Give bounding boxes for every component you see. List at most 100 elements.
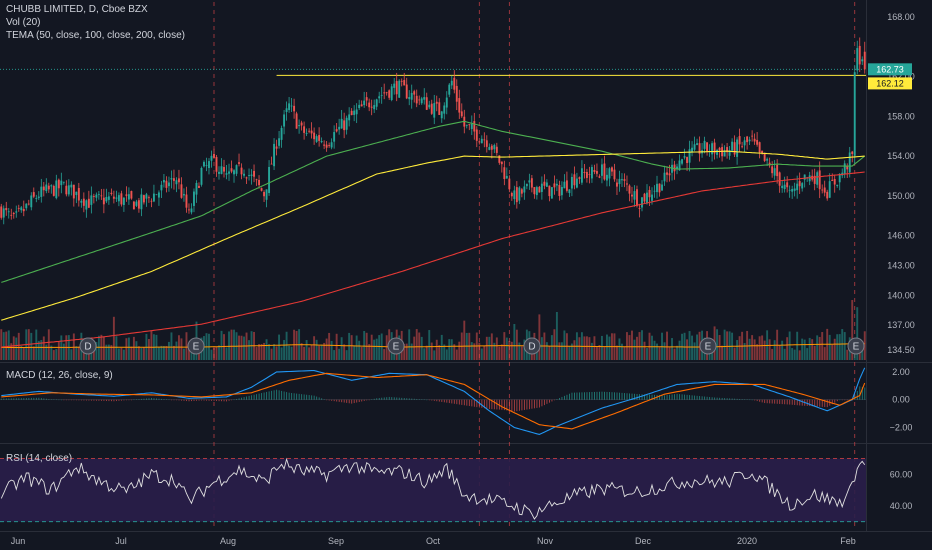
macd-histogram-bar — [746, 399, 748, 400]
macd-histogram-bar — [431, 399, 433, 401]
volume-bar — [570, 343, 573, 360]
symbol-title[interactable]: CHUBB LIMITED, D, Cboe BZX — [6, 4, 148, 15]
candle-body — [833, 179, 836, 185]
macd-histogram-bar — [53, 399, 55, 400]
macd-histogram-bar — [774, 399, 776, 404]
volume-bar — [505, 337, 508, 360]
candle-body — [0, 206, 3, 218]
candle-body — [105, 196, 108, 202]
macd-histogram-bar — [323, 399, 325, 400]
volume-bar — [248, 340, 250, 360]
volume-bar — [453, 344, 456, 360]
candle-body — [473, 121, 476, 132]
macd-histogram-bar — [358, 399, 360, 402]
candle-body — [178, 178, 180, 183]
macd-histogram-bar — [103, 399, 105, 401]
macd-histogram-bar — [148, 398, 150, 400]
volume-bar — [560, 342, 563, 360]
macd-histogram-bar — [701, 396, 703, 400]
macd-label[interactable]: MACD (12, 26, close, 9) — [6, 370, 113, 381]
macd-histogram-bar — [679, 394, 681, 400]
candle-body — [676, 166, 678, 170]
macd-histogram-bar — [411, 398, 413, 400]
volume-bar — [438, 345, 441, 360]
volume-bar — [636, 336, 638, 360]
macd-histogram-bar — [749, 399, 751, 401]
volume-bar — [290, 346, 293, 360]
volume-bar — [773, 340, 776, 360]
candle-body — [127, 194, 130, 200]
macd-histogram-bar — [706, 396, 708, 400]
candle-body — [323, 144, 326, 146]
macd-histogram-bar — [78, 399, 80, 401]
volume-bar — [263, 342, 266, 360]
candle-body — [741, 146, 744, 148]
macd-histogram-bar — [283, 391, 285, 400]
last-price-badge — [868, 63, 912, 76]
macd-histogram-bar — [741, 399, 743, 400]
rsi-label[interactable]: RSI (14, close) — [6, 453, 73, 464]
candle-body — [826, 191, 829, 199]
candle-body — [588, 174, 591, 176]
volume-bar — [22, 347, 25, 360]
macd-histogram-bar — [501, 399, 503, 410]
macd-histogram-bar — [841, 399, 843, 401]
line-price-badge-text: 162.12 — [876, 78, 904, 88]
candle-body — [235, 165, 238, 174]
macd-histogram-bar — [166, 399, 167, 400]
macd-histogram-bar — [736, 398, 738, 400]
volume-bar — [753, 339, 756, 360]
candle-body — [590, 167, 593, 179]
volume-bar — [10, 343, 13, 360]
volume-bar — [310, 344, 313, 360]
macd-histogram-bar — [356, 399, 358, 403]
macd-histogram-bar — [246, 396, 248, 400]
volume-bar — [270, 348, 273, 360]
candle-body — [618, 178, 621, 185]
volume-bar — [142, 346, 145, 360]
volume-bar — [678, 340, 681, 360]
macd-histogram-bar — [203, 399, 205, 401]
candle-body — [751, 135, 754, 137]
macd-histogram-bar — [651, 394, 653, 400]
macd-histogram-bar — [90, 399, 92, 401]
macd-histogram-bar — [739, 398, 741, 400]
candle-body — [638, 208, 641, 209]
volume-bar — [430, 342, 433, 360]
volume-bar — [215, 346, 218, 360]
volume-bar — [210, 349, 213, 360]
macd-histogram-bar — [138, 399, 140, 400]
volume-bar — [738, 336, 741, 360]
macd-histogram-bar — [644, 394, 645, 400]
volume-bar — [500, 344, 503, 360]
volume-bar — [418, 332, 421, 360]
candle-body — [663, 172, 666, 182]
candle-body — [165, 180, 168, 188]
macd-histogram-bar — [301, 394, 303, 400]
candle-body — [185, 194, 188, 208]
macd-histogram-bar — [839, 399, 841, 401]
candle-body — [575, 178, 578, 188]
candle-body — [150, 200, 153, 202]
volume-bar — [188, 343, 190, 360]
candle-body — [295, 113, 298, 129]
candle-body — [30, 195, 33, 208]
macd-histogram-bar — [468, 399, 470, 407]
volume-bar — [458, 341, 461, 360]
candle-body — [193, 191, 195, 206]
macd-histogram-bar — [491, 399, 493, 410]
tema-label[interactable]: TEMA (50, close, 100, close, 200, close) — [6, 30, 185, 41]
candle-body — [568, 189, 571, 194]
macd-histogram-bar — [421, 399, 423, 400]
macd-histogram-bar — [564, 395, 565, 400]
candle-body — [641, 197, 643, 208]
macd-histogram-bar — [631, 393, 633, 400]
volume-bar — [633, 339, 636, 360]
volume-bar — [37, 340, 40, 360]
candle-body — [598, 176, 601, 178]
volume-bar — [162, 346, 165, 360]
candle-body — [793, 188, 796, 191]
volume-bar — [691, 335, 694, 360]
candle-body — [87, 198, 90, 208]
vol-label[interactable]: Vol (20) — [6, 17, 41, 28]
